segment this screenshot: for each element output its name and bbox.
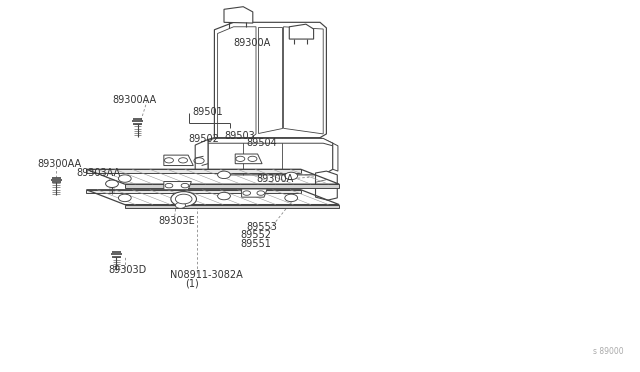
Polygon shape [125, 184, 339, 188]
Polygon shape [86, 190, 301, 193]
Polygon shape [258, 27, 282, 133]
Text: 89300AA: 89300AA [37, 159, 81, 169]
Polygon shape [195, 140, 208, 173]
Polygon shape [164, 182, 191, 190]
Circle shape [175, 194, 192, 204]
Polygon shape [208, 138, 333, 175]
Text: 89553: 89553 [246, 222, 277, 232]
Polygon shape [214, 22, 326, 149]
Circle shape [175, 202, 186, 208]
Circle shape [218, 192, 230, 200]
Polygon shape [236, 154, 262, 164]
Text: 89552: 89552 [240, 230, 271, 240]
Text: 89300A: 89300A [256, 174, 293, 183]
Polygon shape [284, 27, 323, 134]
Text: 89504: 89504 [246, 138, 277, 148]
Polygon shape [164, 155, 193, 166]
Polygon shape [224, 7, 253, 23]
Circle shape [106, 180, 118, 187]
Text: 89502: 89502 [189, 135, 220, 144]
Text: 89503: 89503 [224, 131, 255, 141]
Circle shape [171, 192, 196, 206]
Text: 89303E: 89303E [159, 217, 195, 226]
Text: (1): (1) [186, 279, 199, 288]
Text: 89303AA: 89303AA [77, 168, 121, 178]
Polygon shape [333, 143, 338, 171]
Text: 89300AA: 89300AA [112, 96, 156, 105]
Circle shape [285, 172, 298, 180]
Circle shape [218, 171, 230, 179]
Circle shape [118, 175, 131, 182]
Polygon shape [289, 24, 314, 39]
Text: N08911-3082A: N08911-3082A [170, 270, 243, 279]
Circle shape [285, 194, 298, 202]
Text: s 89000: s 89000 [593, 347, 624, 356]
Text: 89501: 89501 [192, 107, 223, 116]
Polygon shape [242, 189, 268, 197]
Polygon shape [208, 138, 333, 146]
Polygon shape [218, 27, 256, 147]
Text: 89303D: 89303D [109, 265, 147, 275]
Text: 89551: 89551 [240, 239, 271, 248]
Circle shape [118, 194, 131, 202]
Polygon shape [86, 169, 301, 173]
Polygon shape [125, 205, 339, 208]
Polygon shape [316, 171, 337, 200]
Text: 89300A: 89300A [234, 38, 271, 48]
